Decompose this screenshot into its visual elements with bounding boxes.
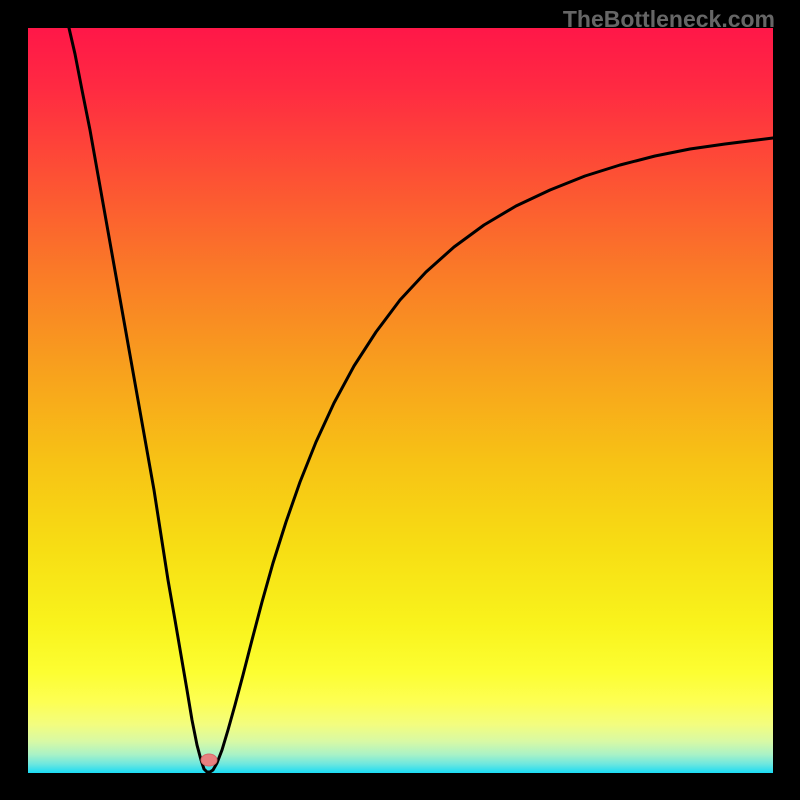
watermark-text: TheBottleneck.com [563, 6, 775, 33]
plot-area [0, 0, 800, 800]
gradient-background [28, 28, 773, 773]
minimum-marker [201, 754, 217, 766]
chart-container: TheBottleneck.com [0, 0, 800, 800]
